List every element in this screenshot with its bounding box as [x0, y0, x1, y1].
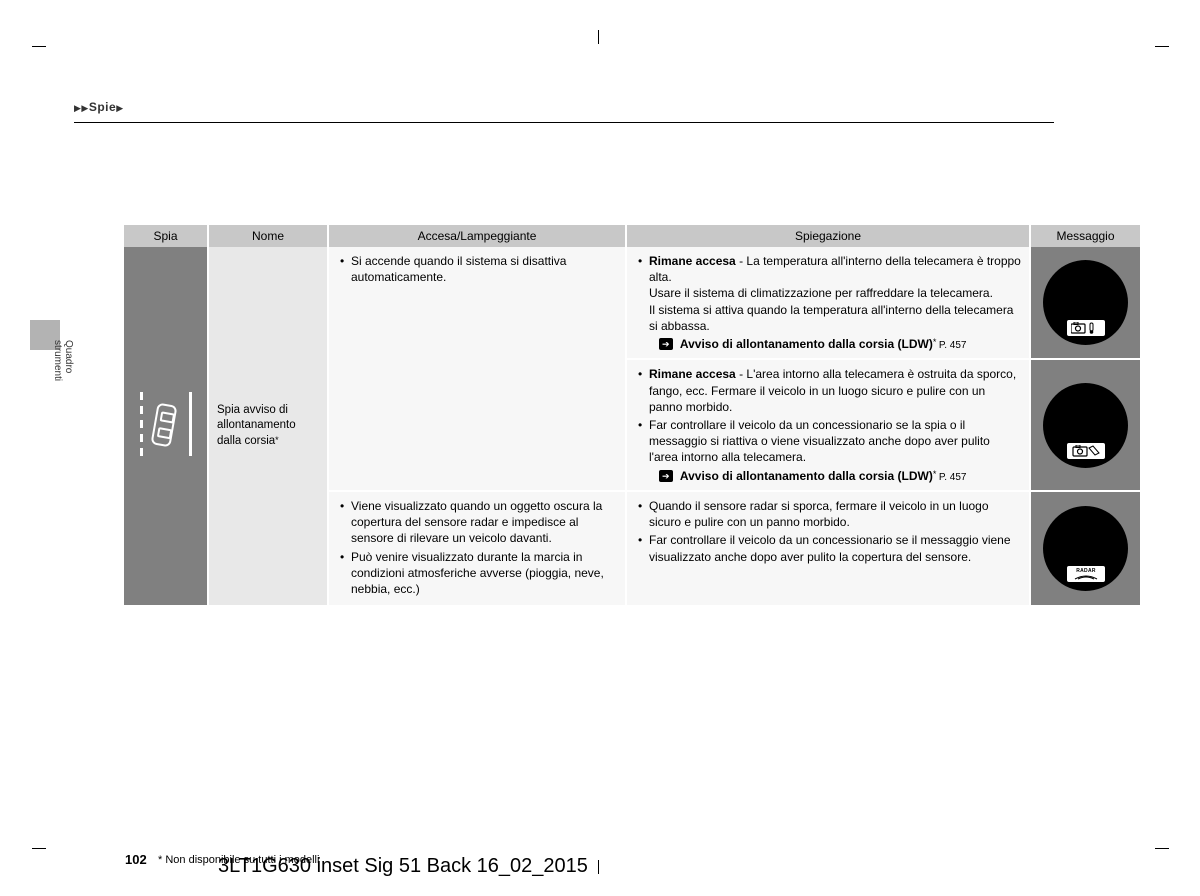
reference-arrow-icon: ➔ [659, 338, 673, 350]
cell-accesa: Si accende quando il sistema si disattiv… [328, 247, 626, 491]
cell-spiegazione: Rimane accesa - L'area intorno alla tele… [626, 359, 1030, 491]
ref-title: Avviso di allontanamento dalla corsia (L… [680, 337, 933, 351]
col-header-accesa: Accesa/Lampeggiante [328, 225, 626, 247]
ref-title: Avviso di allontanamento dalla corsia (L… [680, 469, 933, 483]
cell-message-icon [1030, 247, 1140, 359]
spieg-item: Far controllare il veicolo da un concess… [635, 417, 1021, 466]
message-circle-icon [1043, 383, 1128, 468]
spieg-bold: Rimane accesa [649, 367, 736, 381]
cell-message-icon: RADAR [1030, 491, 1140, 606]
crop-mark [598, 860, 599, 874]
message-circle-icon [1043, 260, 1128, 345]
reference-arrow-icon: ➔ [659, 470, 673, 482]
spieg-item: Far controllare il veicolo da un concess… [635, 532, 1021, 564]
spieg-bold: Rimane accesa [649, 254, 736, 268]
message-circle-icon: RADAR [1043, 506, 1128, 591]
camera-dirty-icon [1066, 442, 1106, 460]
cell-accesa: Viene visualizzato quando un oggetto osc… [328, 491, 626, 606]
indicator-name: Spia avviso di allontanamento dalla cors… [217, 404, 296, 447]
page-content: ▶▶Spie▶ Quadro strumenti Spia Nome Acces… [50, 40, 1150, 123]
page-number: 102 [125, 852, 147, 867]
ref-page: P. 457 [939, 340, 967, 351]
svg-text:RADAR: RADAR [1076, 568, 1096, 574]
cell-message-icon [1030, 359, 1140, 491]
spieg-text: Il sistema si attiva quando la temperatu… [649, 303, 1013, 333]
crop-mark [32, 46, 46, 47]
crop-mark [1155, 46, 1169, 47]
spieg-text: Usare il sistema di climatizzazione per … [649, 286, 993, 300]
print-signature: 3LT1G630 inset Sig 51 Back 16_02_2015 [218, 855, 588, 878]
triangle-icon: ▶▶ [74, 103, 89, 113]
accesa-item: Si accende quando il sistema si disattiv… [337, 253, 617, 285]
cell-spia-icon [124, 247, 208, 606]
section-label: Quadro strumenti [52, 340, 74, 381]
col-header-nome: Nome [208, 225, 328, 247]
radar-icon: RADAR [1066, 565, 1106, 583]
cell-nome: Spia avviso di allontanamento dalla cors… [208, 247, 328, 606]
col-header-spia: Spia [124, 225, 208, 247]
accesa-item: Può venire visualizzato durante la marci… [337, 549, 617, 598]
asterisk-icon: * [275, 435, 279, 445]
cross-reference: ➔ Avviso di allontanamento dalla corsia … [635, 468, 1021, 485]
col-header-spiegazione: Spiegazione [626, 225, 1030, 247]
cell-spiegazione: Rimane accesa - La temperatura all'inter… [626, 247, 1030, 359]
ref-page: P. 457 [939, 472, 967, 483]
crop-mark [1155, 848, 1169, 849]
spieg-item: Rimane accesa - L'area intorno alla tele… [635, 366, 1021, 415]
crop-mark [32, 848, 46, 849]
table-header-row: Spia Nome Accesa/Lampeggiante Spiegazion… [124, 225, 1140, 247]
cross-reference: ➔ Avviso di allontanamento dalla corsia … [635, 336, 1021, 353]
ldw-icon [136, 392, 196, 456]
cell-spiegazione: Quando il sensore radar si sporca, ferma… [626, 491, 1030, 606]
breadcrumb: ▶▶Spie▶ [50, 40, 1150, 122]
spieg-item: Quando il sensore radar si sporca, ferma… [635, 498, 1021, 530]
accesa-item: Viene visualizzato quando un oggetto osc… [337, 498, 617, 547]
header-divider [74, 122, 1054, 123]
triangle-icon: ▶ [116, 103, 123, 113]
spieg-item: Rimane accesa - La temperatura all'inter… [635, 253, 1021, 334]
table-row: Spia avviso di allontanamento dalla cors… [124, 247, 1140, 359]
camera-temp-icon [1066, 319, 1106, 337]
col-header-messaggio: Messaggio [1030, 225, 1140, 247]
indicators-table: Spia Nome Accesa/Lampeggiante Spiegazion… [124, 225, 1140, 607]
breadcrumb-label: Spie [89, 100, 116, 114]
